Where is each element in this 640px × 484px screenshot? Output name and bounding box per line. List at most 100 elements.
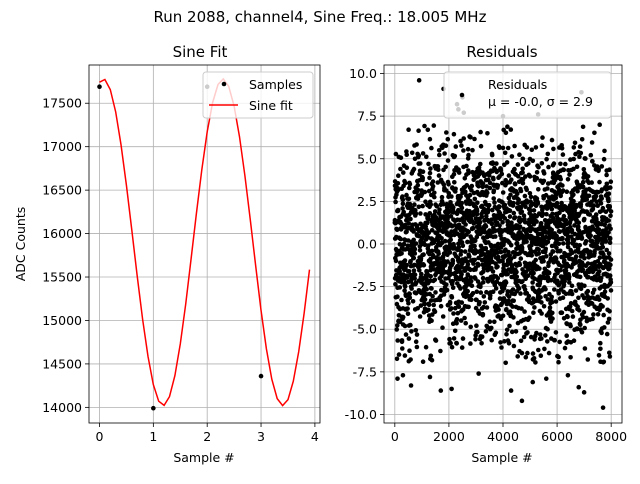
residual-point	[601, 312, 606, 318]
residual-point	[598, 340, 603, 346]
residual-point	[581, 252, 586, 257]
residual-point	[605, 296, 610, 301]
residual-point	[545, 339, 550, 344]
residual-point	[607, 350, 612, 356]
residual-point	[607, 266, 612, 271]
residual-point	[589, 140, 595, 145]
residual-point	[519, 350, 525, 356]
residual-outlier-point	[530, 379, 536, 385]
residual-point	[420, 151, 426, 156]
residual-point	[466, 170, 471, 176]
residual-point	[480, 311, 486, 317]
residuals-xtick-label: 0	[391, 429, 399, 444]
residual-point	[410, 299, 416, 304]
residual-point	[444, 287, 450, 293]
residual-point	[595, 312, 601, 317]
residual-point	[393, 258, 399, 264]
residual-point	[608, 179, 614, 184]
residual-point	[413, 328, 419, 333]
residual-point	[518, 256, 524, 261]
residual-point	[511, 315, 516, 320]
residual-point	[402, 284, 408, 289]
residual-point	[602, 148, 607, 154]
residual-point	[481, 304, 486, 310]
residual-point	[520, 170, 525, 175]
residual-point	[484, 214, 489, 219]
residual-point	[443, 164, 449, 170]
residual-point	[549, 294, 554, 300]
sine-fit-xtick-label: 1	[149, 429, 157, 444]
residual-point	[566, 240, 571, 245]
residual-point	[485, 131, 490, 136]
residual-point	[411, 237, 417, 243]
residual-point	[445, 259, 450, 264]
residual-point	[604, 172, 609, 178]
residual-point	[602, 289, 608, 295]
residual-point	[578, 322, 583, 328]
residual-point	[589, 180, 594, 185]
residual-point	[512, 143, 517, 149]
residual-point	[517, 152, 522, 157]
residual-point	[477, 220, 483, 225]
residual-point	[393, 282, 398, 287]
residual-point	[458, 138, 463, 144]
residual-point	[608, 280, 614, 285]
residual-point	[497, 223, 502, 228]
residual-point	[518, 291, 523, 296]
residual-point	[427, 136, 433, 142]
residual-point	[527, 174, 533, 179]
residual-point	[405, 243, 411, 248]
residual-point	[556, 359, 561, 365]
residual-point	[483, 224, 489, 229]
residual-point	[540, 211, 546, 217]
residual-outlier-point	[408, 383, 414, 388]
residual-point	[467, 254, 472, 259]
residual-point	[507, 214, 513, 219]
residual-point	[407, 295, 413, 301]
residual-point	[511, 210, 517, 216]
residual-point	[404, 262, 410, 268]
residual-point	[420, 203, 425, 209]
residual-point	[478, 143, 484, 149]
residual-point	[411, 229, 416, 234]
residual-point	[606, 316, 612, 322]
residual-point	[569, 227, 575, 233]
residual-point	[509, 329, 515, 335]
residual-point	[414, 142, 419, 147]
residual-point	[539, 300, 544, 305]
residual-point	[585, 174, 591, 179]
residual-point	[491, 196, 497, 201]
figure-suptitle: Run 2088, channel4, Sine Freq.: 18.005 M…	[154, 8, 487, 26]
residual-point	[429, 145, 434, 151]
residual-point	[415, 182, 421, 188]
residual-point	[433, 290, 438, 295]
residual-point	[454, 317, 460, 322]
residual-point	[407, 185, 412, 191]
residual-point	[413, 241, 419, 246]
residual-point	[500, 220, 505, 225]
residual-outlier-point	[581, 390, 587, 395]
residual-point	[582, 255, 587, 261]
residual-point	[571, 192, 576, 197]
residual-point	[438, 303, 444, 309]
residual-point	[463, 189, 468, 194]
residual-point	[463, 283, 469, 289]
residual-point	[567, 280, 572, 285]
residual-point	[565, 314, 570, 320]
residual-point	[526, 161, 531, 166]
residual-point	[397, 285, 403, 290]
sine-fit-xtick-label: 0	[96, 429, 104, 444]
residual-point	[607, 167, 612, 172]
residual-point	[571, 156, 576, 162]
residuals-xtick-label: 2000	[433, 429, 465, 444]
residual-point	[606, 191, 612, 196]
residual-point	[558, 268, 563, 273]
residual-point	[396, 173, 401, 178]
residual-point	[422, 189, 428, 195]
residual-point	[491, 188, 497, 193]
residual-point	[578, 286, 584, 292]
residual-point	[591, 203, 597, 208]
residual-point	[395, 207, 401, 213]
residual-point	[562, 279, 567, 284]
